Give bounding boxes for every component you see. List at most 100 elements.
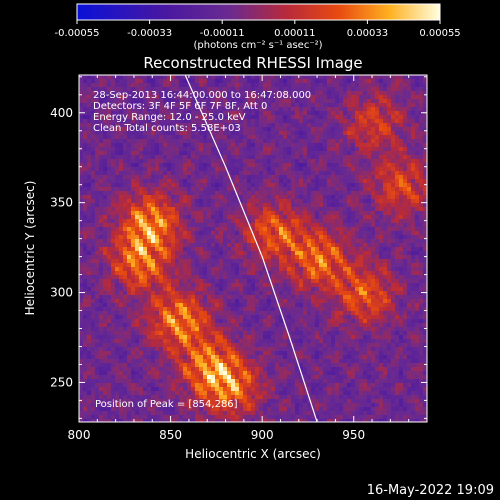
heatmap-cell: [103, 207, 108, 212]
heatmap-cell: [203, 139, 208, 144]
heatmap-cell: [223, 135, 228, 140]
heatmap-cell: [355, 187, 360, 192]
heatmap-cell: [159, 75, 164, 80]
heatmap-cell: [119, 295, 124, 300]
heatmap-cell: [279, 255, 284, 260]
heatmap-cell: [243, 235, 248, 240]
heatmap-cell: [363, 135, 368, 140]
heatmap-cell: [275, 195, 280, 200]
heatmap-cell: [291, 235, 296, 240]
heatmap-cell: [343, 239, 348, 244]
heatmap-cell: [327, 227, 332, 232]
heatmap-cell: [367, 131, 372, 136]
heatmap-cell: [371, 115, 376, 120]
heatmap-cell: [415, 259, 420, 264]
heatmap-cell: [379, 163, 384, 168]
heatmap-cell: [131, 291, 136, 296]
heatmap-cell: [131, 127, 136, 132]
heatmap-cell: [259, 147, 264, 152]
heatmap-cell: [423, 171, 427, 176]
heatmap-cell: [247, 151, 252, 156]
heatmap-cell: [399, 103, 404, 108]
heatmap-cell: [131, 267, 136, 272]
heatmap-cell: [163, 99, 168, 104]
heatmap-cell: [411, 235, 416, 240]
heatmap-cell: [347, 155, 352, 160]
heatmap-cell: [179, 163, 184, 168]
heatmap-cell: [123, 171, 128, 176]
heatmap-cell: [295, 247, 300, 252]
heatmap-cell: [167, 275, 172, 280]
heatmap-cell: [371, 187, 376, 192]
heatmap-cell: [303, 167, 308, 172]
heatmap-cell: [371, 219, 376, 224]
heatmap-cell: [135, 207, 140, 212]
heatmap-cell: [227, 127, 232, 132]
heatmap-cell: [135, 87, 140, 92]
heatmap-cell: [255, 239, 260, 244]
heatmap-cell: [163, 175, 168, 180]
heatmap-cell: [263, 271, 268, 276]
heatmap-cell: [319, 95, 324, 100]
heatmap-cell: [331, 235, 336, 240]
heatmap-cell: [247, 143, 252, 148]
heatmap-cell: [279, 259, 284, 264]
heatmap-cell: [191, 183, 196, 188]
heatmap-cell: [215, 83, 220, 88]
heatmap-cell: [79, 99, 84, 104]
heatmap-cell: [171, 91, 176, 96]
heatmap-cell: [399, 247, 404, 252]
heatmap-cell: [203, 195, 208, 200]
heatmap-cell: [87, 159, 92, 164]
heatmap-cell: [223, 91, 228, 96]
heatmap-cell: [99, 287, 104, 292]
heatmap-cell: [395, 95, 400, 100]
heatmap-cell: [183, 291, 188, 296]
heatmap-cell: [191, 195, 196, 200]
heatmap-cell: [171, 179, 176, 184]
heatmap-cell: [107, 255, 112, 260]
heatmap-cell: [291, 107, 296, 112]
heatmap-cell: [203, 239, 208, 244]
heatmap-cell: [395, 163, 400, 168]
heatmap-cell: [155, 267, 160, 272]
heatmap: [79, 75, 427, 422]
heatmap-cell: [215, 191, 220, 196]
heatmap-cell: [291, 115, 296, 120]
heatmap-cell: [259, 287, 264, 292]
heatmap-cell: [319, 171, 324, 176]
heatmap-cell: [203, 215, 208, 220]
heatmap-cell: [343, 83, 348, 88]
heatmap-cell: [375, 179, 380, 184]
heatmap-cell: [275, 163, 280, 168]
heatmap-cell: [287, 107, 292, 112]
heatmap-cell: [235, 231, 240, 236]
heatmap-cell: [307, 171, 312, 176]
heatmap-cell: [87, 223, 92, 228]
heatmap-cell: [335, 215, 340, 220]
heatmap-cell: [307, 227, 312, 232]
heatmap-cell: [203, 175, 208, 180]
heatmap-cell: [135, 151, 140, 156]
heatmap-cell: [219, 91, 224, 96]
heatmap-cell: [279, 139, 284, 144]
heatmap-cell: [235, 223, 240, 228]
heatmap-cell: [123, 167, 128, 172]
heatmap-cell: [391, 131, 396, 136]
heatmap-cell: [351, 163, 356, 168]
heatmap-cell: [203, 287, 208, 292]
heatmap-cell: [375, 143, 380, 148]
heatmap-cell: [411, 215, 416, 220]
heatmap-cell: [399, 291, 404, 296]
heatmap-cell: [279, 223, 284, 228]
heatmap-cell: [119, 195, 124, 200]
heatmap-cell: [335, 287, 340, 292]
heatmap-cell: [119, 131, 124, 136]
heatmap-cell: [291, 91, 296, 96]
heatmap-cell: [383, 267, 388, 272]
heatmap-cell: [231, 163, 236, 168]
heatmap-cell: [79, 275, 84, 280]
heatmap-cell: [415, 271, 420, 276]
heatmap-cell: [367, 87, 372, 92]
heatmap-cell: [183, 87, 188, 92]
